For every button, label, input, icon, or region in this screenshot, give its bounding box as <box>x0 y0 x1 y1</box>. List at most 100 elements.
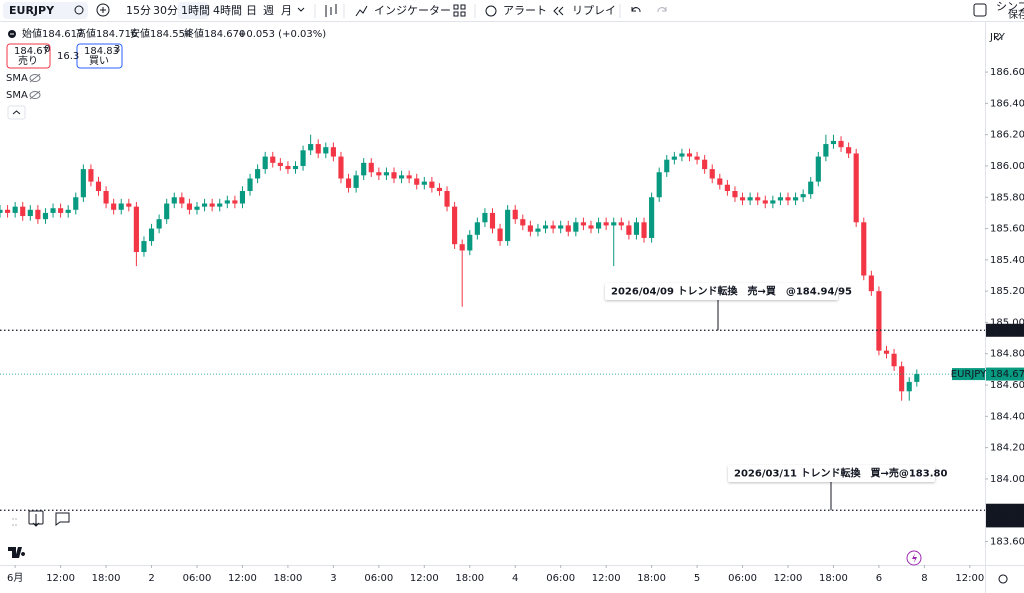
interval[interactable]: 日 <box>246 4 257 17</box>
price-line-label: 183.800 <box>990 505 1024 516</box>
candle-body <box>611 222 617 226</box>
y-tick-label: 186.600 <box>990 67 1024 78</box>
candle-body <box>65 209 71 213</box>
candle-body <box>270 156 276 163</box>
replay-button[interactable]: リプレイ <box>572 4 616 17</box>
replay-icon <box>553 6 564 16</box>
x-tick-label: 18:00 <box>455 573 484 584</box>
chart-type-icon[interactable] <box>325 4 337 17</box>
interval[interactable]: 15分 <box>126 4 151 17</box>
candle-body <box>202 203 208 207</box>
x-tick-label: 8 <box>921 573 927 584</box>
y-tick-label: 185.200 <box>990 286 1024 297</box>
sell-button[interactable] <box>6 43 51 69</box>
candle-body <box>383 172 389 176</box>
x-tick-label: 5 <box>694 573 700 584</box>
interval[interactable]: 30分 <box>153 4 178 17</box>
templates-button[interactable] <box>453 4 466 17</box>
candle-body <box>656 172 662 198</box>
candle-body <box>739 197 746 201</box>
comment-button[interactable] <box>55 512 70 526</box>
candle-body <box>224 200 230 204</box>
legend <box>6 30 123 120</box>
save-label[interactable]: 保存 <box>1008 8 1024 21</box>
ohlc-change: +0.053 (+0.03%) <box>238 29 326 40</box>
candle-body <box>376 172 382 176</box>
candle-body <box>747 197 753 201</box>
layout-name[interactable]: シンプ <box>996 0 1024 13</box>
symbol-box[interactable] <box>3 2 88 19</box>
candle-body <box>171 197 177 204</box>
interval[interactable]: 月 <box>281 4 292 17</box>
symbol-icon <box>74 5 84 15</box>
price-tag <box>986 515 1024 528</box>
buy-button[interactable] <box>76 43 123 69</box>
currency: JPY <box>989 32 1006 43</box>
x-tick-label: 12:00 <box>228 573 257 584</box>
collapse-button[interactable] <box>7 105 26 120</box>
visibility-slash <box>29 73 41 83</box>
alert-button[interactable]: アラート <box>503 4 547 17</box>
compare-button[interactable] <box>96 3 110 17</box>
candle-body <box>232 200 238 204</box>
redo-button[interactable] <box>657 7 667 13</box>
candle-body <box>209 203 215 207</box>
candle-body <box>861 222 867 276</box>
candle-body <box>399 175 405 179</box>
sell-price: 184.67 <box>14 46 49 57</box>
candle-body <box>345 178 352 188</box>
candle-body <box>565 225 571 232</box>
x-tick-label: 12:00 <box>592 573 621 584</box>
plot-area <box>0 134 920 401</box>
candle-body <box>793 197 799 201</box>
interval[interactable]: 週 <box>263 4 274 17</box>
symbol[interactable]: EURJPY <box>9 4 55 17</box>
candle-body <box>474 222 480 235</box>
candle-body <box>762 200 768 204</box>
candle-body <box>482 212 488 223</box>
candle-body <box>308 144 314 151</box>
candle-body <box>724 184 730 192</box>
x-tick-label: 06:00 <box>546 573 575 584</box>
candle-body <box>239 191 246 204</box>
x-tick-label: 06:00 <box>183 573 212 584</box>
candle-body <box>156 219 162 229</box>
annotation-box <box>728 465 935 482</box>
candle-body <box>558 225 564 229</box>
candle-body <box>732 191 738 198</box>
candle-body <box>717 178 723 185</box>
candle-body <box>702 159 708 170</box>
interval-menu[interactable] <box>297 7 305 12</box>
candle-body <box>58 208 64 213</box>
candle-body <box>785 197 791 201</box>
object-tree-icon <box>32 514 40 527</box>
layout-checkbox[interactable] <box>973 3 987 17</box>
indicator-name: SMA <box>6 90 28 101</box>
lightning-button[interactable] <box>906 550 922 566</box>
candle-body <box>194 206 200 210</box>
candle-body <box>353 175 359 188</box>
y-tick-label: 185.000 <box>990 317 1024 328</box>
candle-body <box>626 225 632 235</box>
x-tick-label: 12:00 <box>46 573 75 584</box>
candle-body <box>141 241 147 253</box>
visibility-icon[interactable] <box>29 91 41 99</box>
ohlc-high: 184.716 <box>96 29 137 40</box>
candle-body <box>755 197 761 201</box>
plus-icon <box>100 7 106 13</box>
settings-button[interactable] <box>998 574 1008 584</box>
y-tick-label: 185.400 <box>990 255 1024 266</box>
interval[interactable]: 1時間 <box>181 4 210 17</box>
ohlc-high-label: 高値 <box>76 27 96 40</box>
candle-body <box>186 203 192 210</box>
toolbar: EURJPY シンプ 保存 <box>0 0 1024 22</box>
indicators-button[interactable]: インジケーター <box>374 4 451 17</box>
visibility-icon[interactable] <box>29 74 41 82</box>
currency-menu[interactable] <box>994 36 1002 41</box>
interval[interactable]: 4時間 <box>213 4 242 17</box>
candle-body <box>868 275 874 292</box>
interval-active <box>178 2 208 19</box>
candle-body <box>489 212 496 229</box>
drag-handle <box>12 518 17 526</box>
undo-button[interactable] <box>631 7 641 13</box>
